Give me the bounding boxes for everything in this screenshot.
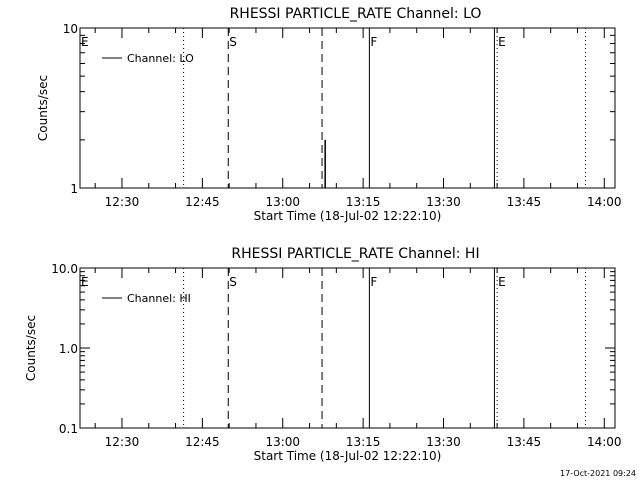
y-axis-label: Counts/sec: [24, 315, 38, 381]
event-marker-label: E: [498, 35, 506, 49]
y-tick-label: 1.0: [59, 342, 78, 356]
x-tick-label: 12:30: [105, 435, 140, 449]
event-marker-label: E: [81, 275, 89, 289]
event-marker-label: E: [81, 35, 89, 49]
x-tick-label: 13:30: [426, 195, 461, 209]
y-tick-label: 10.0: [51, 262, 78, 276]
x-tick-label: 13:00: [265, 435, 300, 449]
x-tick-label: 13:00: [265, 195, 300, 209]
x-tick-label: 14:00: [587, 435, 622, 449]
x-tick-label: 12:45: [185, 195, 220, 209]
y-tick-label: 1: [70, 182, 78, 196]
x-tick-label: 13:45: [507, 435, 542, 449]
x-tick-label: 12:30: [105, 195, 140, 209]
chart-title: RHESSI PARTICLE_RATE Channel: HI: [231, 246, 479, 262]
chart-panel-lo: RHESSI PARTICLE_RATE Channel: LO Counts/s…: [36, 6, 622, 223]
x-tick-label: 12:45: [185, 435, 220, 449]
x-tick-label: 13:15: [346, 435, 381, 449]
y-tick-label: 10: [63, 22, 78, 36]
x-tick-label: 14:00: [587, 195, 622, 209]
x-tick-label: 13:30: [426, 435, 461, 449]
legend-label: Channel: HI: [127, 292, 191, 305]
x-axis-label: Start Time (18-Jul-02 12:22:10): [254, 449, 442, 463]
x-tick-label: 13:15: [346, 195, 381, 209]
chart-panel-hi: RHESSI PARTICLE_RATE Channel: HI Counts/s…: [24, 246, 622, 463]
event-marker-label: S: [229, 35, 237, 49]
event-marker-label: E: [498, 275, 506, 289]
y-axis-label: Counts/sec: [36, 75, 50, 141]
chart-title: RHESSI PARTICLE_RATE Channel: LO: [230, 6, 482, 22]
x-tick-label: 13:45: [507, 195, 542, 209]
legend-label: Channel: LO: [127, 52, 194, 65]
footer-timestamp: 17-Oct-2021 09:24: [560, 469, 636, 478]
event-marker-label: F: [370, 275, 377, 289]
x-axis-label: Start Time (18-Jul-02 12:22:10): [254, 209, 442, 223]
y-tick-label: 0.1: [59, 422, 78, 436]
plot-frame: [79, 27, 616, 189]
event-marker-label: F: [370, 35, 377, 49]
event-marker-label: S: [229, 275, 237, 289]
